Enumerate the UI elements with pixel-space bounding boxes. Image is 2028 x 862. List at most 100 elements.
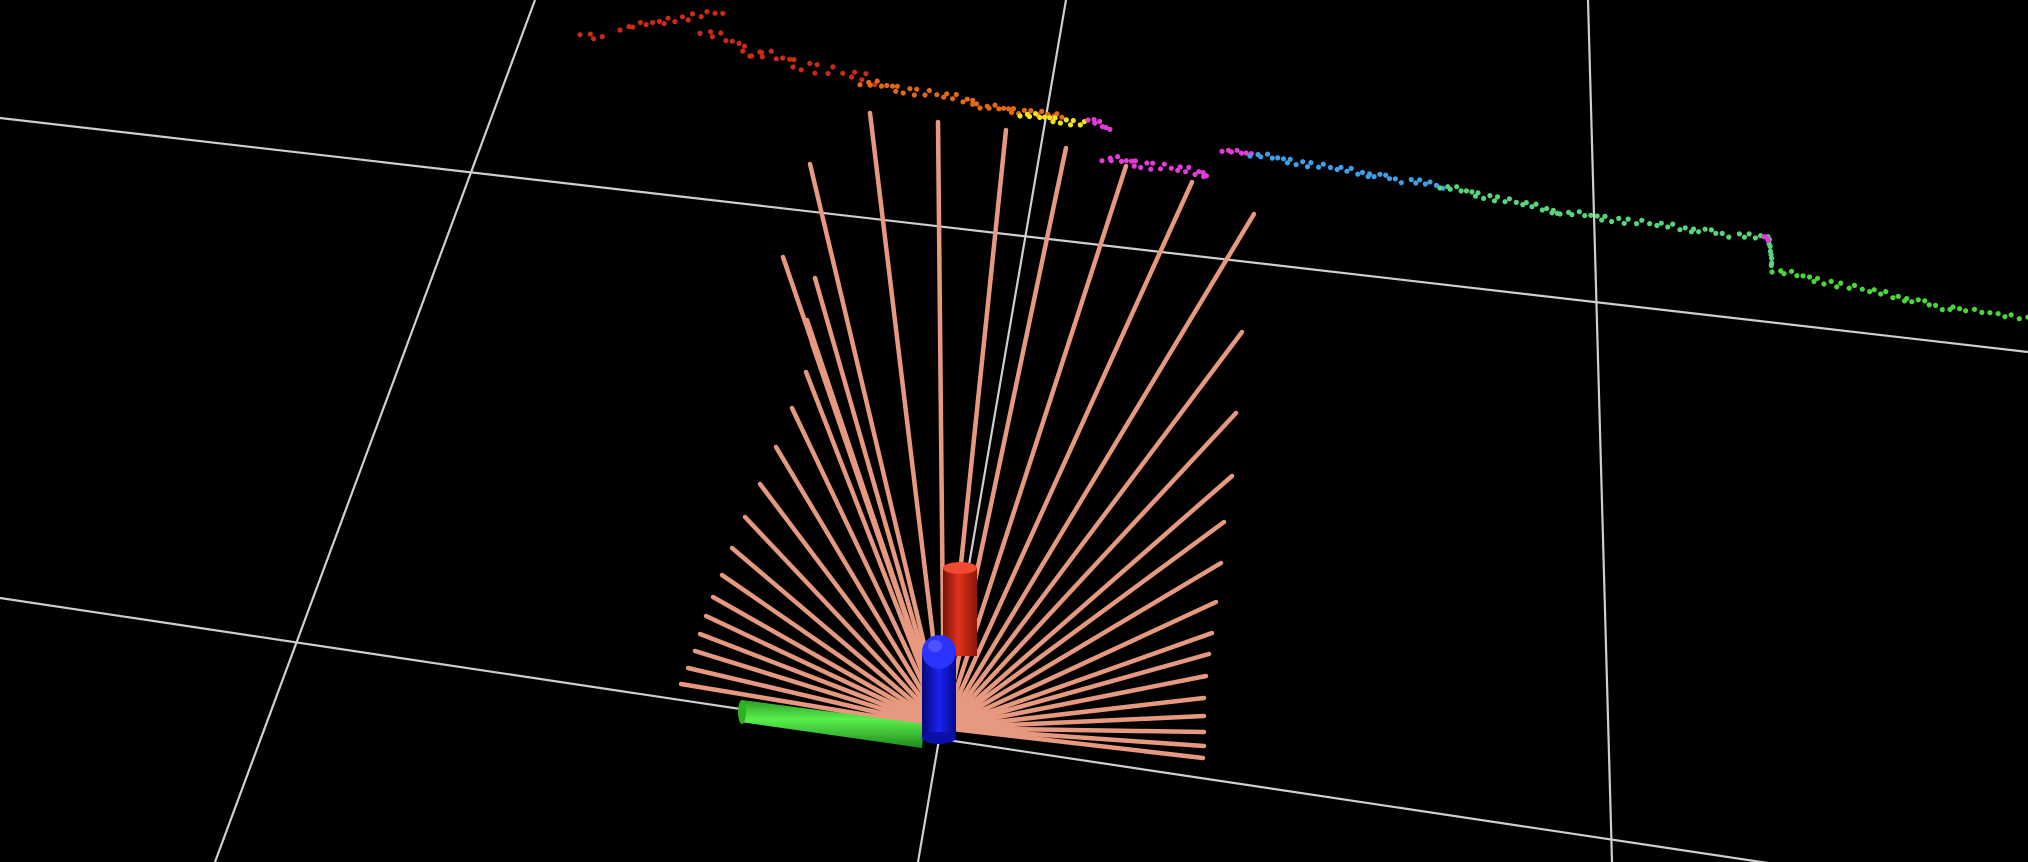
point-cloud-point [1702,226,1708,232]
point-cloud-point [2016,316,2022,322]
point-cloud-point [1987,310,1993,316]
laser-ray [941,410,1239,731]
point-cloud-point [900,90,906,96]
y-axis-cylinder [738,700,924,748]
point-cloud-point [656,18,663,24]
point-cloud-point [1284,160,1290,166]
laser-ray [941,725,1207,735]
point-cloud-point [617,27,623,33]
point-cloud-icon [577,9,2028,322]
point-cloud-point [1599,217,1605,223]
point-cloud-point [1097,118,1103,125]
point-cloud-point [1625,216,1631,222]
point-cloud-point [729,38,735,44]
point-cloud-point [1582,213,1588,219]
point-cloud-point [768,48,774,54]
point-cloud-point [718,30,724,36]
point-cloud-point [712,10,718,16]
point-cloud-point [1971,306,1978,312]
point-cloud-point [1746,231,1752,237]
point-cloud-point [1458,188,1464,194]
point-cloud-point [1077,122,1083,128]
point-cloud-point [944,91,950,97]
point-cloud-point [1293,162,1299,168]
point-cloud-point [1677,227,1683,233]
point-cloud-point [1639,217,1645,223]
point-cloud-point [1099,158,1105,164]
point-cloud-point [950,96,956,102]
point-cloud-point [1765,237,1771,243]
point-cloud-point [1544,205,1550,212]
point-cloud-point [1017,113,1023,119]
laser-ray [703,613,947,731]
point-cloud-point [1057,120,1063,126]
grid-line [213,0,537,862]
point-cloud-point [1070,117,1076,124]
point-cloud-point [1550,207,1556,213]
point-cloud-point [1814,275,1821,281]
point-cloud-point [1939,307,1945,313]
point-cloud-point [878,83,885,89]
point-cloud-point [1781,271,1787,277]
point-cloud-point [704,9,710,15]
point-cloud-point [1010,106,1017,112]
point-cloud-point [1033,111,1039,117]
point-cloud-point [852,69,858,75]
point-cloud-point [807,60,813,67]
point-cloud-point [742,43,748,49]
point-cloud-point [872,82,878,88]
point-cloud-point [1039,108,1045,114]
point-cloud-point [780,55,786,61]
point-cloud-point [1228,149,1234,155]
point-cloud-point [1115,154,1121,160]
point-cloud-point [689,11,696,17]
point-cloud-point [1708,227,1714,233]
point-cloud-point [986,105,992,111]
point-cloud-point [1408,177,1414,183]
point-cloud-point [884,82,890,89]
point-cloud-point [1316,164,1322,170]
point-cloud-point [1320,161,1326,167]
laser-ray [941,560,1224,731]
point-cloud-point [672,19,678,25]
point-cloud-point [1794,273,1800,279]
point-cloud-point [1132,158,1138,164]
point-cloud-point [893,88,899,94]
point-cloud-point [661,21,667,27]
point-cloud-point [1168,165,1174,171]
point-cloud-point [1609,218,1615,225]
point-cloud-point [758,50,765,56]
laser-ray [697,631,947,731]
point-cloud-point [1867,289,1873,295]
point-cloud-point [720,10,726,16]
point-cloud-point [1308,160,1314,166]
laser-ray [941,630,1215,731]
grid-line [0,116,2028,354]
point-cloud-point [1533,201,1539,207]
point-cloud-point [849,74,855,80]
point-cloud-point [1264,151,1271,157]
point-cloud-point [2008,312,2014,318]
laser-ray [757,481,947,731]
point-cloud-point [1383,172,1389,178]
point-cloud-point [1487,193,1493,199]
point-cloud-point [1219,148,1225,154]
point-cloud-point [1957,306,1963,312]
point-cloud-point [953,91,959,98]
point-cloud-point [1200,170,1206,176]
point-cloud-point [1713,230,1719,236]
point-cloud-point [773,56,779,62]
point-cloud-point [599,34,605,40]
laser-ray [742,514,947,731]
laser-ray [941,329,1245,731]
point-cloud-point [1183,169,1189,175]
point-cloud-point [698,14,704,20]
point-cloud-point [736,40,742,47]
point-cloud-point [1513,199,1519,205]
point-cloud-point [1150,160,1156,166]
point-cloud-point [1417,177,1423,183]
point-cloud-point [1359,169,1366,175]
laser-ray [789,405,947,731]
